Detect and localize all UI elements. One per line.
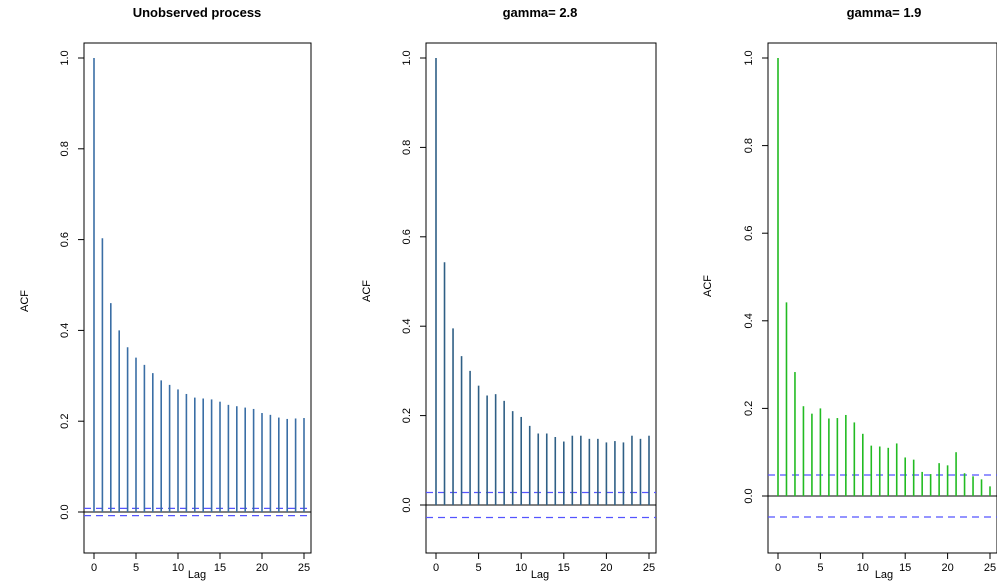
- y-tick-label-1-0: 0.0: [401, 497, 413, 512]
- y-tick-label-1-5: 1.0: [401, 50, 413, 65]
- x-axis-label-0: Lag: [188, 569, 206, 581]
- chart-title-1: gamma= 2.8: [503, 5, 578, 20]
- x-tick-label-1-5: 25: [643, 562, 655, 574]
- x-tick-label-1-2: 10: [515, 562, 527, 574]
- x-tick-label-0-1: 5: [133, 562, 139, 574]
- y-tick-label-0-3: 0.6: [59, 232, 71, 247]
- y-axis-label-2: ACF: [702, 275, 714, 297]
- x-tick-label-0-5: 25: [298, 562, 310, 574]
- y-tick-label-2-2: 0.4: [743, 313, 755, 328]
- x-tick-label-0-3: 15: [214, 562, 226, 574]
- chart-title-2: gamma= 1.9: [847, 5, 922, 20]
- x-tick-label-1-4: 20: [600, 562, 612, 574]
- y-tick-label-0-5: 1.0: [59, 50, 71, 65]
- x-tick-label-2-0: 0: [775, 562, 781, 574]
- y-tick-label-0-2: 0.4: [59, 323, 71, 338]
- x-tick-label-1-1: 5: [476, 562, 482, 574]
- x-tick-label-0-4: 20: [256, 562, 268, 574]
- x-tick-label-0-2: 10: [172, 562, 184, 574]
- plot-frame-2: [767, 42, 997, 554]
- x-tick-label-2-2: 10: [857, 562, 869, 574]
- chart-title-0: Unobserved process: [133, 5, 262, 20]
- x-tick-label-2-5: 25: [984, 562, 996, 574]
- y-tick-label-2-3: 0.6: [743, 226, 755, 241]
- y-tick-label-2-1: 0.2: [743, 401, 755, 416]
- x-tick-label-1-0: 0: [433, 562, 439, 574]
- x-tick-label-1-3: 15: [558, 562, 570, 574]
- y-tick-label-0-1: 0.2: [59, 414, 71, 429]
- y-tick-label-2-0: 0.0: [743, 488, 755, 503]
- x-tick-label-0-0: 0: [91, 562, 97, 574]
- x-axis-label-2: Lag: [875, 569, 893, 581]
- y-tick-label-2-5: 1.0: [743, 50, 755, 65]
- y-tick-label-1-3: 0.6: [401, 229, 413, 244]
- x-axis-label-1: Lag: [531, 569, 549, 581]
- x-tick-label-2-3: 15: [899, 562, 911, 574]
- x-tick-label-2-4: 20: [941, 562, 953, 574]
- y-axis-label-1: ACF: [361, 280, 373, 302]
- y-tick-label-0-0: 0.0: [59, 504, 71, 519]
- x-tick-label-2-1: 5: [817, 562, 823, 574]
- y-tick-label-0-4: 0.8: [59, 141, 71, 156]
- y-tick-label-1-4: 0.8: [401, 140, 413, 155]
- y-axis-label-0: ACF: [19, 290, 31, 312]
- y-tick-label-2-4: 0.8: [743, 138, 755, 153]
- plot-frame-1: [425, 42, 657, 554]
- plot-frame-0: [83, 42, 312, 554]
- y-tick-label-1-1: 0.2: [401, 408, 413, 423]
- y-tick-label-1-2: 0.4: [401, 319, 413, 334]
